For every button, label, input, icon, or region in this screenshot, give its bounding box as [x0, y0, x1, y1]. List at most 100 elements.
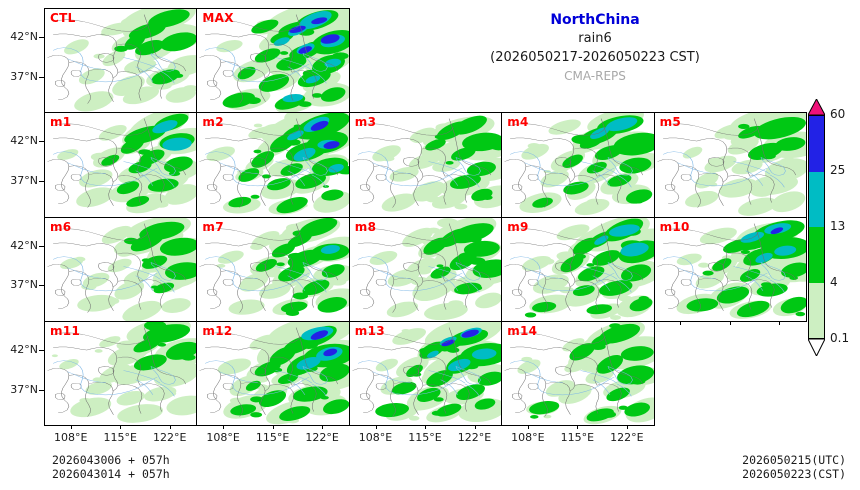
lon-tick-label: 115°E	[560, 431, 595, 444]
panel-label-m7: m7	[202, 219, 224, 234]
panel-label-m10: m10	[659, 219, 690, 234]
precip-map-m9	[502, 217, 654, 321]
panel-label-max: MAX	[202, 11, 234, 25]
precip-map-ctl	[45, 9, 197, 112]
forecast-panel-m11: m11	[44, 320, 198, 426]
lon-tick-label: 115°E	[408, 431, 442, 444]
forecast-panel-m6: m6	[44, 216, 198, 322]
lat-tick-mark	[39, 37, 44, 39]
forecast-panel-m2: m2	[196, 112, 350, 218]
forecast-panel-m13: m13	[348, 320, 503, 426]
precip-map-m14	[502, 321, 654, 425]
colorbar-label: 4	[830, 275, 838, 289]
precip-map-m5	[655, 113, 806, 217]
precip-map-m12	[197, 321, 349, 425]
lat-tick-mark	[39, 141, 44, 143]
forecast-panel-m12: m12	[196, 320, 350, 426]
lat-tick-mark	[39, 285, 44, 287]
precip-map-m2	[197, 113, 349, 216]
precip-map-m1	[45, 113, 197, 216]
forecast-panel-m3: m3	[348, 112, 503, 218]
lat-tick-mark	[39, 181, 44, 183]
colorbar-band-4-13	[809, 227, 824, 284]
lat-tick-label: 37°N	[10, 382, 38, 396]
forecast-panel-m5: m5	[653, 112, 807, 218]
lat-tick-label: 42°N	[10, 342, 38, 356]
colorbar-label: 13	[830, 219, 846, 233]
panel-label-m13: m13	[354, 323, 385, 338]
panel-grid: CTL MAX m1 m2 m3 m4 m5 m6 m7 m8 m9 m10 m11 m12 m13 m14	[44, 8, 807, 426]
model-name: CMA-REPS	[564, 69, 626, 83]
colorbar	[808, 115, 825, 339]
time-range: (2026050217-2026050223 CST)	[490, 50, 700, 65]
lon-tick-label: 115°E	[103, 431, 137, 444]
precip-map-m13	[350, 321, 502, 425]
lat-tick-label: 42°N	[10, 30, 38, 44]
lon-tick-label: 108°E	[206, 431, 240, 444]
lon-tick-label: 122°E	[152, 431, 187, 444]
lon-tick-label: 122°E	[305, 431, 339, 444]
region-title: NorthChina	[550, 12, 640, 28]
forecast-panel-m10: m10	[653, 216, 807, 322]
panel-label-ctl: CTL	[50, 11, 76, 25]
forecast-panel-max: MAX	[196, 8, 350, 114]
forecast-panel-m8: m8	[348, 216, 503, 322]
lon-tick-mark	[626, 425, 628, 429]
lon-tick-mark	[474, 425, 476, 429]
precip-map-m8	[350, 217, 502, 321]
panel-label-m5: m5	[659, 115, 682, 130]
forecast-panel-m4: m4	[501, 112, 655, 218]
lat-tick-label: 42°N	[10, 134, 38, 148]
lon-tick-label: 122°E	[457, 431, 492, 444]
lon-tick-mark	[70, 425, 72, 429]
lon-tick-label: 122°E	[610, 431, 644, 444]
lat-tick-mark	[39, 349, 44, 351]
panel-label-m1: m1	[50, 115, 72, 130]
lat-tick-mark	[39, 389, 44, 391]
lat-tick-mark	[39, 76, 44, 78]
panel-label-m8: m8	[354, 219, 377, 234]
precip-map-m6	[45, 217, 197, 321]
precip-map-max	[197, 9, 349, 113]
lon-tick-mark	[680, 320, 682, 325]
precip-map-m7	[197, 217, 349, 321]
lon-tick-mark	[779, 320, 781, 325]
lat-tick-label: 37°N	[10, 174, 38, 188]
figure-title-block: NorthChina rain6 (2026050217-2026050223 …	[430, 12, 760, 85]
panel-label-m9: m9	[507, 219, 529, 234]
panel-label-m11: m11	[50, 323, 81, 338]
lon-tick-mark	[577, 425, 579, 429]
lon-tick-label: 115°E	[255, 431, 290, 444]
colorbar-label: 60	[830, 107, 846, 121]
lon-tick-mark	[375, 425, 377, 429]
panel-label-m2: m2	[202, 115, 224, 130]
colorbar-over-arrow	[808, 99, 825, 115]
precip-map-m4	[502, 113, 654, 216]
lat-tick-label: 42°N	[10, 238, 38, 252]
valid-time-utc: 2026050215(UTC)	[742, 453, 846, 467]
panel-label-m14: m14	[507, 323, 538, 338]
lon-tick-label: 108°E	[511, 431, 545, 444]
panel-label-m3: m3	[354, 115, 377, 130]
footer-valid-times: 2026050215(UTC) 2026050223(CST)	[742, 453, 846, 481]
forecast-panel-m9: m9	[501, 216, 655, 322]
lon-tick-mark	[729, 320, 731, 325]
forecast-panel-m14: m14	[501, 320, 655, 426]
variable-title: rain6	[578, 31, 612, 46]
lon-tick-mark	[425, 425, 426, 429]
init-time-line-2: 2026043014 + 057h	[52, 467, 170, 481]
forecast-panel-ctl: CTL	[44, 8, 198, 114]
lon-tick-mark	[169, 425, 171, 429]
lon-tick-mark	[272, 425, 274, 429]
panel-label-m12: m12	[202, 323, 233, 338]
colorbar-under-arrow	[808, 339, 825, 356]
lon-tick-mark	[322, 425, 324, 429]
valid-time-cst: 2026050223(CST)	[742, 467, 846, 481]
lon-tick-mark	[223, 425, 225, 429]
panel-label-m4: m4	[507, 115, 529, 130]
lon-tick-mark	[527, 425, 529, 429]
precip-map-m11	[45, 321, 197, 425]
panel-label-m6: m6	[50, 219, 72, 234]
precip-map-m10	[655, 218, 806, 321]
